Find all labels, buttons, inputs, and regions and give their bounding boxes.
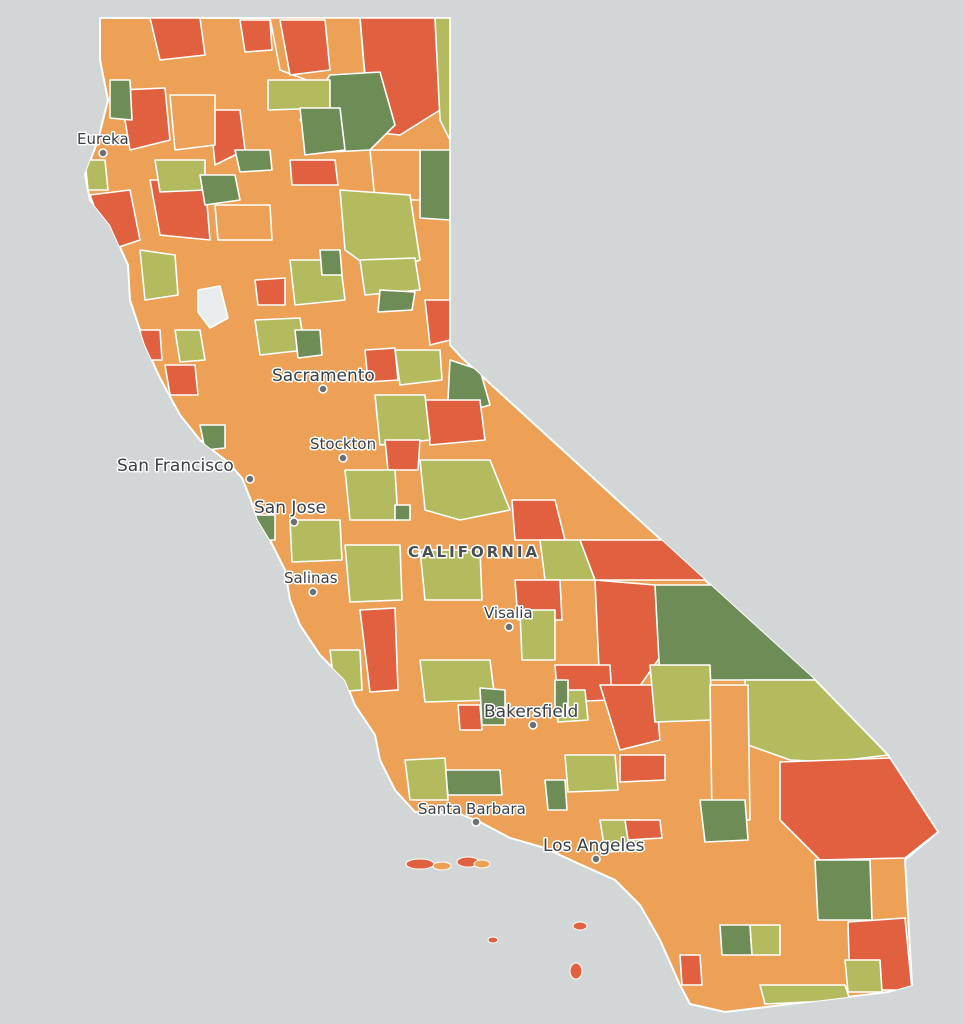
svg-text:Visalia: Visalia: [484, 604, 533, 622]
svg-text:Santa Barbara: Santa Barbara: [418, 800, 526, 818]
city-santa-barbara[interactable]: Santa Barbara: [417, 799, 527, 827]
svg-text:Salinas: Salinas: [284, 569, 338, 587]
city-los-angeles[interactable]: Los Angeles: [542, 835, 646, 864]
tract-regions: [85, 18, 938, 1005]
city-salinas[interactable]: Salinas: [283, 568, 339, 597]
svg-text:San Francisco: San Francisco: [117, 456, 234, 476]
svg-text:Stockton: Stockton: [310, 435, 376, 453]
state-label: CALIFORNIA: [408, 543, 540, 561]
svg-text:Los Angeles: Los Angeles: [543, 836, 645, 856]
state-outline: [83, 17, 940, 1014]
svg-text:Bakersfield: Bakersfield: [484, 702, 578, 722]
city-stockton[interactable]: Stockton: [309, 434, 378, 463]
city-san-jose[interactable]: San Jose: [253, 497, 328, 527]
city-visalia[interactable]: Visalia: [483, 603, 534, 632]
city-bakersfield[interactable]: Bakersfield: [483, 701, 580, 730]
svg-text:San Jose: San Jose: [254, 498, 326, 518]
svg-text:Sacramento: Sacramento: [272, 366, 375, 386]
svg-text:Eureka: Eureka: [77, 130, 129, 148]
channel-islands: [405, 856, 588, 980]
city-labels: Eureka Sacramento Stockton San Francisco…: [76, 129, 646, 864]
city-san-francisco[interactable]: San Francisco: [116, 455, 255, 484]
city-eureka[interactable]: Eureka: [76, 129, 130, 158]
city-sacramento[interactable]: Sacramento: [271, 365, 376, 394]
